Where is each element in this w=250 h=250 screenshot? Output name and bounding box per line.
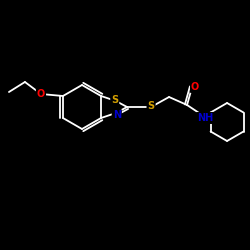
Text: O: O (191, 82, 199, 92)
Text: O: O (37, 89, 45, 99)
Text: NH: NH (197, 113, 213, 123)
Text: N: N (113, 110, 121, 120)
Text: S: S (148, 101, 154, 111)
Text: S: S (111, 95, 118, 105)
